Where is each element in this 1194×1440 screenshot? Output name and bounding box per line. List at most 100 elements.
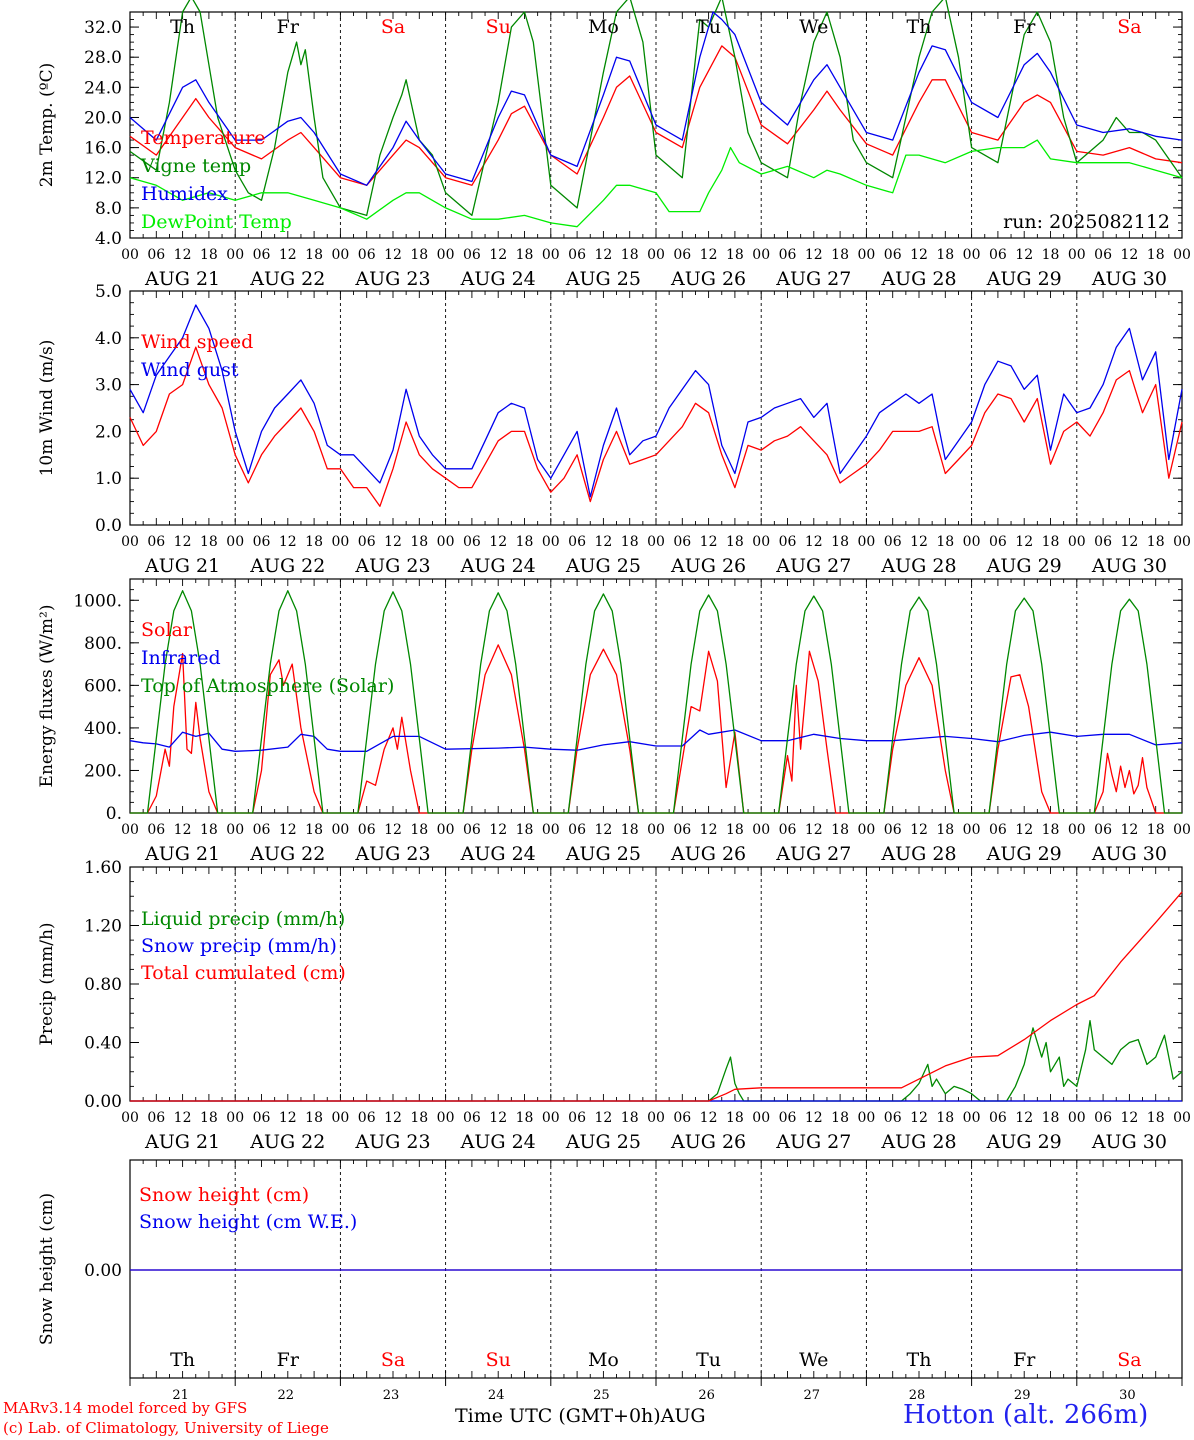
day-number-label: 21 <box>172 1388 189 1403</box>
hour-label: 06 <box>673 247 691 263</box>
hour-label: 06 <box>989 534 1007 550</box>
date-label: AUG 26 <box>670 555 746 577</box>
hour-label: 12 <box>1120 822 1138 838</box>
hour-label: 12 <box>489 1110 507 1126</box>
hour-label: 12 <box>594 247 612 263</box>
hour-label: 12 <box>1015 822 1033 838</box>
y-axis-title: Energy fluxes (W/m²) <box>37 605 57 788</box>
hour-label: 00 <box>1173 822 1191 838</box>
y-axis-title: Precip (mm/h) <box>37 922 57 1045</box>
hour-label: 06 <box>568 247 586 263</box>
hour-label: 18 <box>1042 247 1060 263</box>
series-line-total-cumulated-cm- <box>130 891 1183 1102</box>
hour-label: 12 <box>174 247 192 263</box>
weekday-label: Tu <box>696 1349 721 1371</box>
date-label: AUG 24 <box>460 1131 536 1153</box>
date-label: AUG 30 <box>1091 555 1167 577</box>
hour-label: 18 <box>305 1110 323 1126</box>
hour-label: 00 <box>437 822 455 838</box>
hour-label: 06 <box>147 1110 165 1126</box>
hour-label: 00 <box>752 822 770 838</box>
hour-label: 00 <box>331 534 349 550</box>
legend-entry: Top of Atmosphere (Solar) <box>141 675 394 697</box>
panel-5: 0.00 Snow height (cm) Snow height (cm) Snow… <box>37 1159 1183 1379</box>
hour-label: 12 <box>1015 534 1033 550</box>
hour-label: 12 <box>700 247 718 263</box>
date-label: AUG 26 <box>670 268 746 290</box>
y-tick-label: 5.0 <box>95 282 122 302</box>
hour-label: 18 <box>726 247 744 263</box>
hour-label: 00 <box>437 1110 455 1126</box>
hour-label: 00 <box>963 247 981 263</box>
hour-label: 06 <box>1094 1110 1112 1126</box>
hour-label: 18 <box>410 822 428 838</box>
hour-label: 18 <box>516 247 534 263</box>
date-label: AUG 23 <box>354 268 430 290</box>
hour-label: 06 <box>779 534 797 550</box>
hour-label: 18 <box>1042 534 1060 550</box>
hour-label: 00 <box>121 1110 139 1126</box>
legend-entry: Snow height (cm) <box>139 1184 309 1206</box>
date-label: AUG 26 <box>670 843 746 865</box>
hour-label: 12 <box>279 534 297 550</box>
hour-label: 00 <box>857 247 875 263</box>
hour-label: 00 <box>752 247 770 263</box>
weekday-label: Su <box>486 1349 511 1371</box>
hour-label: 00 <box>542 247 560 263</box>
date-label: AUG 29 <box>986 555 1062 577</box>
hour-label: 06 <box>884 822 902 838</box>
hour-label: 12 <box>1015 247 1033 263</box>
hour-label: 18 <box>410 247 428 263</box>
hour-label: 12 <box>700 822 718 838</box>
hour-label: 06 <box>253 1110 271 1126</box>
hour-label: 18 <box>831 822 849 838</box>
hour-label: 00 <box>1068 1110 1086 1126</box>
hour-label: 00 <box>963 534 981 550</box>
hour-label: 00 <box>542 1110 560 1126</box>
weekday-label: Fr <box>277 1349 300 1371</box>
weekday-label: Sa <box>381 16 405 38</box>
hour-label: 00 <box>752 534 770 550</box>
hour-label: 06 <box>253 247 271 263</box>
hour-label: 00 <box>647 822 665 838</box>
date-label: AUG 22 <box>249 268 325 290</box>
hour-label: 18 <box>200 822 218 838</box>
hour-label: 00 <box>331 822 349 838</box>
legend-entry: Wind gust <box>141 359 239 381</box>
hour-label: 18 <box>621 822 639 838</box>
legend-entry: Total cumulated (cm) <box>141 962 346 984</box>
y-tick-label: 200. <box>84 761 122 781</box>
hour-label: 18 <box>1147 247 1165 263</box>
hour-label: 12 <box>1120 247 1138 263</box>
panel-4: 0.00 0.40 0.80 1.20 1.60 Precip (mm/h) Liquid … <box>37 858 1191 1153</box>
date-label: AUG 25 <box>565 843 641 865</box>
legend-entry: Snow precip (mm/h) <box>141 935 337 957</box>
y-tick-label: 2.0 <box>95 422 122 442</box>
hour-label: 00 <box>647 247 665 263</box>
hour-label: 00 <box>437 534 455 550</box>
weekday-label: Th <box>170 16 195 38</box>
hour-label: 12 <box>384 247 402 263</box>
hour-label: 18 <box>726 534 744 550</box>
y-tick-label: 0. <box>106 804 122 824</box>
legend-entry: Infrared <box>141 647 221 669</box>
y-tick-label: 12.0 <box>84 169 122 189</box>
hour-label: 18 <box>726 1110 744 1126</box>
hour-label: 00 <box>857 822 875 838</box>
hour-label: 06 <box>1094 247 1112 263</box>
date-label: AUG 30 <box>1091 1131 1167 1153</box>
hour-label: 12 <box>700 534 718 550</box>
date-label: AUG 27 <box>775 268 851 290</box>
hour-label: 18 <box>831 247 849 263</box>
hour-label: 00 <box>1068 534 1086 550</box>
weekday-label: Fr <box>1013 1349 1036 1371</box>
date-label: AUG 30 <box>1091 268 1167 290</box>
hour-label: 12 <box>174 822 192 838</box>
hour-label: 06 <box>568 822 586 838</box>
y-tick-label: 1.0 <box>95 469 122 489</box>
hour-label: 00 <box>1173 534 1191 550</box>
y-tick-label: 1.20 <box>84 917 122 937</box>
hour-label: 06 <box>989 822 1007 838</box>
legend-entry: Liquid precip (mm/h) <box>141 908 345 930</box>
y-tick-label: 600. <box>84 676 122 696</box>
